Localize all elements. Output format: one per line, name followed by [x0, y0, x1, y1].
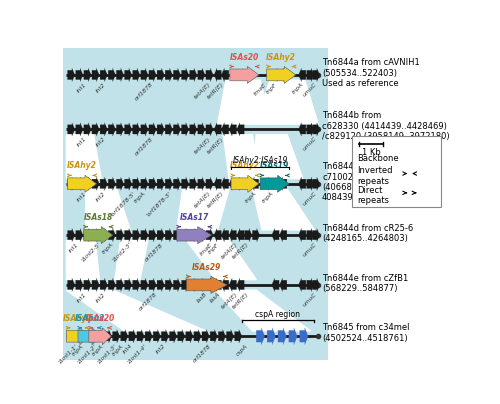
Polygon shape [186, 240, 256, 280]
Polygon shape [231, 175, 259, 192]
Text: tmaE: tmaE [198, 242, 213, 257]
Bar [352, 136, 442, 207]
Text: int2: int2 [156, 343, 167, 355]
Text: int1: int1 [76, 136, 88, 148]
Polygon shape [76, 177, 83, 191]
Polygon shape [100, 177, 108, 191]
Polygon shape [312, 278, 320, 292]
Polygon shape [68, 68, 75, 82]
Polygon shape [89, 328, 112, 345]
Polygon shape [214, 177, 222, 191]
Text: lasB: lasB [196, 292, 208, 304]
Text: Inverted
repeats: Inverted repeats [357, 166, 392, 186]
Polygon shape [222, 177, 228, 191]
Polygon shape [182, 123, 189, 136]
Polygon shape [280, 68, 287, 82]
Polygon shape [149, 228, 156, 242]
Text: 'Δint1-3': 'Δint1-3' [97, 343, 118, 364]
Text: orf1878: orf1878 [138, 292, 158, 312]
Text: int2: int2 [96, 82, 107, 93]
Text: int1: int1 [76, 82, 88, 93]
Polygon shape [237, 228, 244, 242]
Polygon shape [306, 177, 314, 191]
Polygon shape [84, 68, 91, 82]
Text: Tn6844d from cR25-6
(4248165..4264803): Tn6844d from cR25-6 (4248165..4264803) [322, 224, 414, 243]
Polygon shape [280, 278, 287, 292]
Polygon shape [210, 330, 218, 343]
Polygon shape [141, 228, 148, 242]
Polygon shape [401, 158, 408, 169]
Text: tnpA: tnpA [291, 82, 304, 95]
Polygon shape [230, 66, 259, 84]
Text: ISAhy2: ISAhy2 [230, 162, 260, 170]
Polygon shape [306, 228, 314, 242]
Text: Backbone: Backbone [357, 154, 399, 163]
Polygon shape [278, 328, 286, 345]
Polygon shape [222, 228, 228, 242]
Polygon shape [115, 240, 148, 280]
Text: Tn6844a from cAVNIH1
(505534..522403)
Used as reference: Tn6844a from cAVNIH1 (505534..522403) Us… [322, 59, 420, 88]
Polygon shape [214, 123, 222, 136]
Polygon shape [186, 276, 227, 293]
Polygon shape [260, 175, 289, 192]
Polygon shape [108, 278, 116, 292]
Text: int1: int1 [76, 292, 88, 303]
Polygon shape [157, 228, 164, 242]
Polygon shape [76, 278, 83, 292]
Polygon shape [76, 123, 83, 136]
Polygon shape [222, 68, 228, 82]
Polygon shape [298, 228, 306, 242]
Polygon shape [222, 123, 228, 136]
Polygon shape [170, 330, 177, 343]
Text: umuC: umuC [302, 292, 318, 308]
Polygon shape [124, 278, 132, 292]
Polygon shape [202, 330, 209, 343]
Polygon shape [190, 123, 197, 136]
Polygon shape [68, 177, 75, 191]
Polygon shape [165, 177, 172, 191]
Text: tetA(E): tetA(E) [193, 136, 211, 155]
Text: int2: int2 [96, 292, 107, 303]
Text: 'Δint2-5': 'Δint2-5' [81, 242, 102, 263]
Text: Direct
repeats: Direct repeats [357, 185, 389, 205]
Polygon shape [157, 123, 164, 136]
Text: int2: int2 [96, 136, 107, 148]
Polygon shape [129, 330, 136, 343]
Text: Tn6844e from cZfB1
(568229..584877): Tn6844e from cZfB1 (568229..584877) [322, 274, 408, 293]
Polygon shape [100, 228, 108, 242]
Polygon shape [100, 278, 108, 292]
Polygon shape [198, 228, 205, 242]
Polygon shape [157, 68, 164, 82]
Polygon shape [256, 80, 318, 124]
Bar [62, 48, 328, 360]
Polygon shape [280, 228, 287, 242]
Text: orf1878: orf1878 [144, 242, 164, 262]
Polygon shape [214, 278, 222, 292]
Text: Tn6844b from
c628330 (4414439..4428469)
/c829120 (3958149..3972180): Tn6844b from c628330 (4414439..4428469) … [322, 112, 450, 141]
Polygon shape [84, 123, 91, 136]
Polygon shape [66, 290, 206, 331]
Polygon shape [92, 177, 100, 191]
Polygon shape [84, 278, 91, 292]
Polygon shape [157, 177, 164, 191]
Polygon shape [182, 228, 189, 242]
Polygon shape [280, 177, 287, 191]
Polygon shape [132, 177, 140, 191]
Text: tnpA: tnpA [134, 191, 146, 204]
Polygon shape [76, 68, 83, 82]
Polygon shape [100, 123, 108, 136]
Polygon shape [182, 278, 189, 292]
Polygon shape [177, 227, 212, 244]
Text: tmaE: tmaE [253, 82, 268, 96]
Text: ISAhy2: ISAhy2 [67, 162, 97, 170]
Polygon shape [141, 68, 148, 82]
Polygon shape [86, 189, 130, 230]
Polygon shape [218, 330, 226, 343]
Polygon shape [182, 177, 189, 191]
Polygon shape [224, 135, 260, 179]
Polygon shape [229, 278, 236, 292]
Text: 'Δint1-2': 'Δint1-2' [76, 343, 98, 364]
Polygon shape [165, 278, 172, 292]
Polygon shape [312, 228, 320, 242]
Text: 'orf1878-3': 'orf1878-3' [145, 191, 172, 217]
